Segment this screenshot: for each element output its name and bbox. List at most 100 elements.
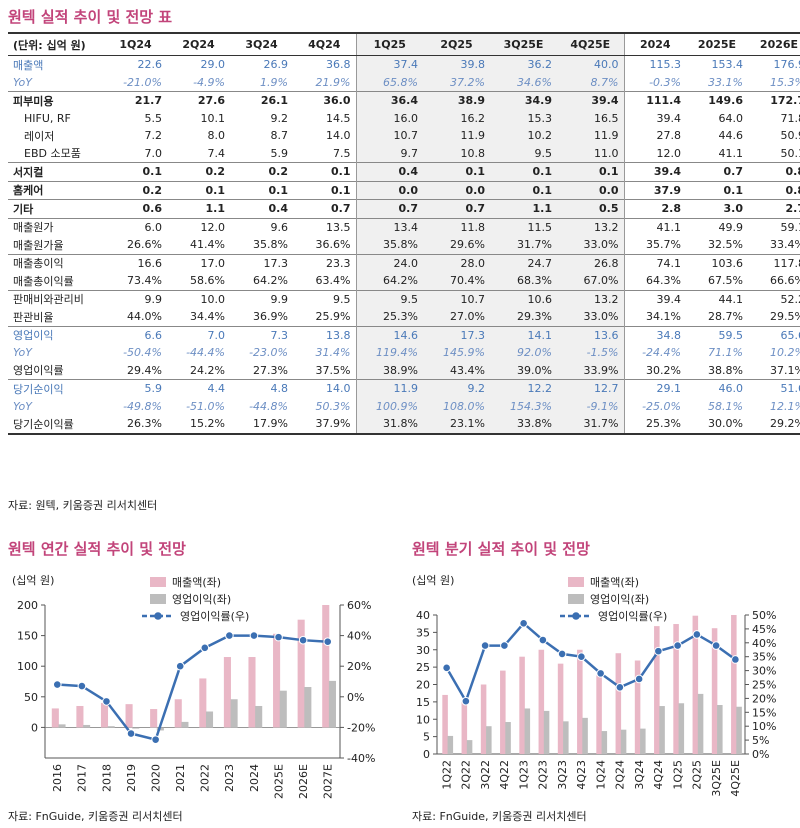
table-cell: 36.4 (355, 91, 423, 110)
bar-1 (524, 708, 531, 754)
bar-1 (601, 731, 608, 754)
x-tick-label: 3Q25E (710, 760, 723, 797)
legend-label: 영업이익(좌) (172, 593, 231, 606)
table-cell: 0.0 (557, 180, 624, 200)
line-point (102, 697, 111, 706)
row-label: 판관비율 (13, 310, 54, 324)
table-cell: 34.1% (623, 308, 686, 326)
line-point (519, 619, 528, 628)
y2-tick-label: 35% (752, 651, 776, 664)
table-cell: -1.5% (557, 344, 624, 362)
table-row: HIFU, RF 5.5 10.1 9.2 14.5 16.0 16.2 15.3 16.5 39… (8, 109, 800, 127)
row-label: 판매비와관리비 (8, 289, 104, 308)
bar-0 (273, 633, 281, 728)
table-cell: 71.8 (780, 111, 800, 125)
table-row: 영업이익 6.6 7.0 7.3 13.8 14.6 17.3 14.1 13.6 34.8 59.… (8, 325, 800, 344)
x-tick-label: 1Q22 (440, 760, 453, 790)
table-cell: 0.8 (748, 180, 800, 200)
y2-tick-label: 45% (752, 623, 776, 636)
table-cell: 7.4 (207, 146, 226, 160)
table-cell: 22.6 (137, 58, 163, 72)
table-cell: 27.6 (167, 91, 230, 110)
bar-0 (480, 684, 487, 754)
line-point (500, 641, 509, 650)
table-cell: 10.2% (770, 346, 800, 360)
table-cell: -44.8% (249, 399, 288, 413)
table-cell: 73.4% (127, 274, 162, 288)
row-label: 매출원가 (8, 217, 104, 236)
table-cell: 7.3 (230, 325, 293, 344)
table-cell: 65.6 (748, 325, 800, 344)
row-label: 서지컬 (8, 162, 104, 181)
table-cell: 34.9 (490, 91, 557, 110)
table-cell: 49.9 (686, 217, 748, 236)
table-cell: 15.3 (490, 109, 557, 127)
bar-1 (486, 726, 492, 754)
table-cell: 11.5 (490, 217, 557, 236)
table-cell: 74.1 (623, 253, 686, 272)
table-cell: 14.5 (326, 111, 351, 125)
bar-1 (620, 729, 627, 754)
x-tick-label: 3Q24 (633, 760, 646, 790)
y2-tick-label: 10% (752, 720, 776, 733)
table-cell: 38.9 (423, 91, 490, 110)
table-cell: 14.0 (293, 379, 356, 398)
line-point (323, 637, 333, 647)
table-cell: 65.8% (355, 73, 423, 92)
table-row: 매출원가율 26.6% 41.4% 35.8% 36.6% 35.8% 29.6% 31.7%… (8, 236, 800, 254)
bar-0 (731, 615, 737, 754)
header-col-1q25: 1Q25 (355, 32, 423, 56)
x-tick-label: 1Q23 (517, 760, 530, 790)
table-row: 매출원가 6.0 12.0 9.6 13.5 13.4 11.8 11.5 13.2 41.1 49… (8, 217, 800, 236)
x-tick-label: 2024 (248, 764, 261, 792)
table-cell: 111.4 (623, 91, 686, 110)
table-cell: 5.5 (144, 111, 163, 125)
header-col-2024: 2024 (623, 32, 686, 56)
table-cell: 38.9% (355, 361, 423, 380)
table-row: YoY -50.4% -44.4% -23.0% 31.4% 119.4% 145.9% 92… (8, 344, 800, 362)
table-cell: 30.0% (686, 415, 748, 435)
table-cell: 38.8% (708, 363, 743, 377)
table-cell: 35.8% (355, 236, 423, 254)
table-cell: 68.3% (490, 272, 557, 290)
bar-1 (107, 726, 115, 728)
y2-tick-label: 30% (752, 665, 776, 678)
table-cell: -49.8% (123, 399, 162, 413)
table-cell: 24.7 (490, 253, 557, 272)
table-cell: 9.6 (230, 217, 293, 236)
table-cell: 0.7 (293, 199, 356, 218)
row-label: HIFU, RF (24, 111, 71, 125)
x-tick-label: 2022 (199, 764, 212, 792)
table-cell: 1.1 (490, 199, 557, 218)
line-point (151, 735, 160, 744)
table-cell: 37.5% (315, 363, 351, 377)
row-label: EBD 소모품 (24, 147, 81, 161)
table-cell: 9.5 (293, 289, 356, 308)
table-cell: 8.0 (207, 129, 226, 143)
table-cell: 64.0 (718, 111, 744, 125)
table-cell: 103.6 (686, 253, 748, 272)
bar-1 (678, 703, 685, 754)
bar-0 (711, 628, 718, 754)
table-cell: 117.8 (748, 253, 800, 272)
table-cell: 92.0% (490, 344, 557, 362)
table-cell: 36.9% (253, 310, 288, 324)
line-point (731, 655, 740, 664)
x-tick-label: 2026E (297, 764, 310, 799)
table-cell: 44.1 (686, 289, 748, 308)
table-cell: 16.2 (423, 109, 490, 127)
y2-tick-label: 20% (752, 692, 776, 705)
table-cell: 12.1% (770, 399, 800, 413)
table-cell: 0.0 (355, 180, 423, 200)
table-row: 당기순이익률 26.3% 15.2% 17.9% 37.9% 31.8% 23.1% 33.8… (8, 415, 800, 435)
line-point (200, 643, 210, 653)
y-tick-label: 50 (24, 691, 38, 704)
table-cell: 66.6% (770, 274, 800, 288)
table-cell: 31.7% (490, 236, 557, 254)
row-label: 피부미용 (8, 91, 104, 110)
table-cell: 31.4% (315, 346, 351, 360)
table-cell: 37.1% (770, 363, 800, 377)
table-cell: 21.7 (104, 91, 167, 110)
table-cell: 149.6 (686, 91, 748, 110)
line-point (673, 641, 682, 650)
